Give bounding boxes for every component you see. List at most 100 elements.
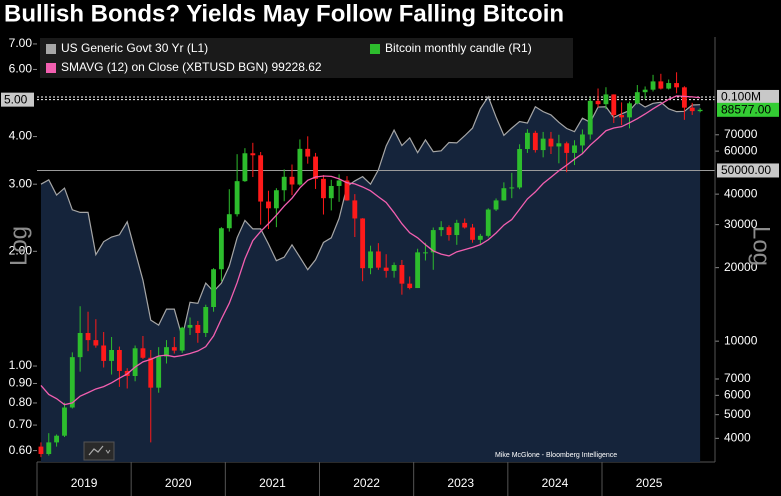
credit: Mike McGlone - Bloomberg Intelligence: [495, 452, 617, 459]
candle-body: [446, 227, 452, 236]
legend-swatch: [370, 44, 380, 54]
candle-body: [579, 134, 585, 146]
y2-tick-label: 20000: [724, 260, 758, 274]
candle-body: [556, 143, 562, 147]
x-tick-label: 2022: [353, 476, 380, 490]
candle-body: [218, 228, 224, 270]
legend: US Generic Govt 30 Yr (L1) SMAVG (12) on …: [46, 41, 532, 74]
candle-body: [226, 214, 232, 229]
candle-body: [399, 265, 405, 284]
candle-body: [493, 200, 499, 210]
candle-body: [62, 407, 67, 436]
candle-body: [250, 153, 256, 156]
reference-label-box: [717, 163, 779, 178]
candle-body: [38, 446, 44, 455]
chart-title: Bullish Bonds? Yields May Follow Falling…: [4, 0, 564, 27]
legend-box: [40, 38, 573, 78]
candle-body: [634, 92, 640, 104]
area-fill: [40, 96, 701, 462]
y-tick-label: 2.00: [9, 243, 33, 257]
candle-body: [116, 349, 122, 371]
candle-body: [611, 94, 617, 116]
candle-body: [77, 332, 83, 358]
y-tick-label: 0.60: [9, 443, 33, 457]
candle-body: [203, 306, 209, 333]
icon-glyph: [88, 445, 104, 456]
candle-body: [477, 235, 483, 240]
candle-body: [627, 103, 632, 118]
candle-body: [132, 348, 138, 376]
y2-axis-label: Log: [748, 226, 775, 266]
candle-body: [603, 94, 609, 105]
candle-body: [517, 149, 523, 188]
candle-body: [532, 132, 538, 151]
reference-label-box: [717, 89, 779, 104]
candle-body: [93, 340, 99, 346]
candle-body: [548, 138, 554, 147]
candle-body: [564, 143, 570, 153]
candle-body: [430, 230, 436, 253]
candle-body: [681, 87, 687, 108]
candle-body: [297, 148, 303, 185]
candle-body: [697, 109, 703, 112]
candle-body: [54, 435, 60, 443]
last-price-label: 88577.00: [721, 102, 771, 116]
candle-body: [179, 327, 185, 351]
y-tick-label: 4.00: [9, 129, 33, 143]
candle-body: [148, 357, 154, 388]
candle-body: [572, 145, 577, 153]
candle-body: [156, 356, 162, 388]
sma-line: [40, 95, 701, 406]
candle-body: [470, 227, 475, 240]
y2-tick-label: 10000: [724, 333, 758, 347]
candle-body: [415, 252, 421, 289]
candle-body: [234, 181, 240, 215]
legend-swatch: [46, 63, 56, 73]
candle-body: [524, 132, 530, 150]
reference-label: 0.100M: [721, 90, 761, 104]
candle-body: [509, 187, 515, 189]
legend-label: Bitcoin monthly candle (R1): [385, 41, 532, 55]
x-tick-label: 2025: [636, 476, 663, 490]
y2-tick-label: 5000: [724, 407, 751, 421]
candle-body: [109, 349, 115, 361]
y-tick-label: 0.70: [9, 417, 33, 431]
candle-body: [266, 201, 271, 209]
candle-body: [423, 252, 428, 254]
candle-body: [321, 178, 326, 199]
candle-body: [140, 348, 146, 358]
y2-tick-label: 7000: [724, 371, 751, 385]
candle-body: [666, 83, 672, 89]
y-tick-label: 0.90: [9, 376, 33, 390]
candle-body: [101, 345, 107, 361]
candle-body: [360, 218, 366, 269]
candle-body: [595, 100, 601, 105]
candle-body: [587, 100, 593, 135]
legend-label: US Generic Govt 30 Yr (L1): [61, 41, 208, 55]
candle-body: [391, 265, 397, 271]
candle-body: [289, 176, 295, 185]
legend-label: SMAVG (12) on Close (XBTUSD BGN) 99228.6…: [61, 60, 322, 74]
reference-label-box: [1, 92, 34, 107]
candle-body: [352, 200, 358, 219]
candle-body: [642, 89, 648, 93]
chart-toggle-icon[interactable]: [83, 441, 115, 461]
y-tick-label: 3.00: [9, 176, 33, 190]
candle-body: [313, 156, 318, 179]
x-tick-label: 2023: [447, 476, 474, 490]
y2-tick-label: 40000: [724, 186, 758, 200]
candle-body: [328, 185, 334, 199]
candle-body: [454, 222, 460, 236]
candle-body: [689, 107, 695, 112]
candle-body: [383, 267, 389, 271]
plot-area: 2019 2020 2021 2022 2023 2024 2025 0.60 0.70 0.80…: [1, 36, 779, 496]
candle-body: [407, 283, 413, 289]
y2-tick-label: 6000: [724, 388, 751, 402]
candle-body: [619, 115, 625, 118]
y-tick-label: 1.00: [9, 358, 33, 372]
icon-caret: [105, 449, 111, 454]
candle-body: [658, 81, 664, 89]
candle-body: [485, 209, 491, 236]
reference-label: 50000.00: [721, 163, 771, 177]
y2-tick-label: 70000: [724, 127, 758, 141]
